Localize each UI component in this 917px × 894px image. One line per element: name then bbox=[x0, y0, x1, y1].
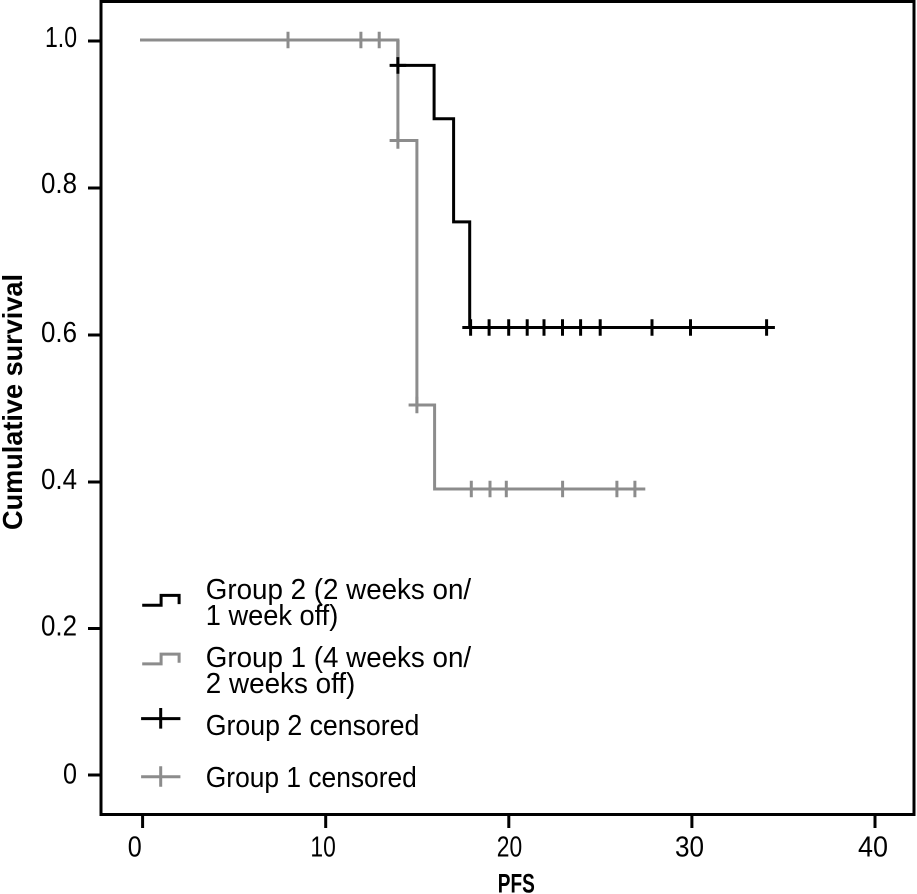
svg-text:0: 0 bbox=[128, 832, 142, 864]
svg-text:Group 1 (4 weeks on/: Group 1 (4 weeks on/ bbox=[206, 642, 471, 674]
svg-text:30: 30 bbox=[675, 832, 704, 864]
svg-text:40: 40 bbox=[858, 832, 888, 864]
svg-text:0.8: 0.8 bbox=[41, 168, 77, 200]
svg-text:PFS: PFS bbox=[498, 869, 535, 894]
svg-text:0.2: 0.2 bbox=[41, 611, 77, 643]
svg-text:0.6: 0.6 bbox=[41, 317, 77, 349]
svg-text:10: 10 bbox=[310, 832, 335, 864]
svg-text:0.4: 0.4 bbox=[41, 464, 77, 496]
svg-text:0: 0 bbox=[63, 759, 77, 791]
svg-text:2 weeks off): 2 weeks off) bbox=[206, 668, 355, 700]
svg-text:Group 2 (2 weeks on/: Group 2 (2 weeks on/ bbox=[206, 574, 471, 606]
svg-text:20: 20 bbox=[497, 832, 522, 864]
svg-text:Group 2 censored: Group 2 censored bbox=[206, 710, 419, 742]
svg-text:1 week off): 1 week off) bbox=[206, 600, 338, 632]
svg-text:1.0: 1.0 bbox=[45, 22, 77, 54]
svg-text:Group 1 censored: Group 1 censored bbox=[206, 762, 417, 794]
svg-text:Cumulative survival: Cumulative survival bbox=[0, 274, 28, 530]
